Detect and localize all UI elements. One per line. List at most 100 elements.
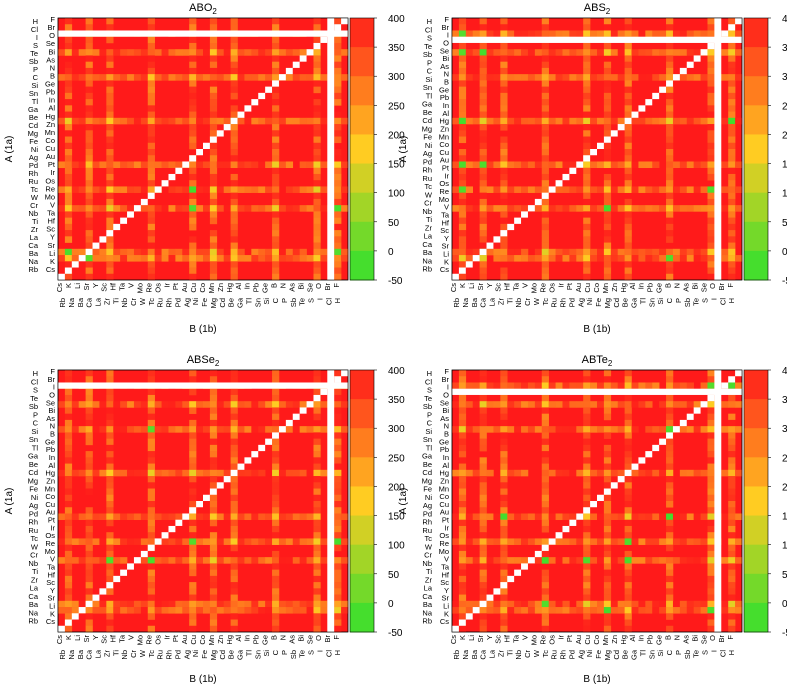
heatmap-cell bbox=[58, 401, 66, 408]
heatmap-cell bbox=[555, 600, 563, 608]
heatmap-cell bbox=[597, 469, 605, 477]
heatmap-cell bbox=[603, 544, 612, 552]
heatmap-cell bbox=[147, 211, 155, 218]
heatmap-cell bbox=[64, 86, 73, 94]
heatmap-cell bbox=[209, 419, 218, 427]
heatmap-cell bbox=[603, 401, 612, 408]
heatmap-cell bbox=[189, 625, 197, 633]
heatmap-cell bbox=[334, 394, 342, 402]
y-tick-label: Mo bbox=[45, 547, 55, 556]
heatmap-cell bbox=[147, 136, 155, 144]
heatmap-cell bbox=[147, 92, 155, 100]
heatmap-cell bbox=[106, 613, 114, 620]
heatmap-cell bbox=[334, 476, 342, 483]
heatmap-cell bbox=[721, 600, 729, 608]
heatmap-cell bbox=[313, 117, 321, 125]
heatmap-cell bbox=[458, 167, 467, 175]
heatmap-cell bbox=[458, 519, 467, 527]
heatmap-cell bbox=[603, 619, 612, 627]
y-tick-label: Ag bbox=[423, 149, 432, 158]
y-tick-label: Pb bbox=[46, 445, 55, 454]
heatmap-cell bbox=[624, 625, 632, 633]
y-tick-label: W bbox=[31, 193, 39, 202]
heatmap-cell bbox=[638, 557, 646, 564]
heatmap-cell bbox=[465, 117, 474, 125]
x-tick-label: S bbox=[701, 650, 710, 655]
heatmap-cell bbox=[313, 469, 321, 477]
diagonal-cell bbox=[106, 582, 114, 589]
x-tick-label: Re bbox=[538, 283, 547, 293]
x-tick-label: O bbox=[314, 635, 323, 641]
y-tick-label: Ni bbox=[31, 145, 38, 154]
heatmap-cell bbox=[548, 382, 556, 390]
heatmap-cell bbox=[64, 136, 73, 144]
heatmap-cell bbox=[521, 469, 529, 477]
heatmap-cell bbox=[728, 30, 736, 38]
heatmap-cell bbox=[583, 49, 591, 56]
diagonal-cell bbox=[534, 198, 542, 206]
heatmap-cell bbox=[230, 600, 238, 608]
heatmap-cell bbox=[672, 600, 681, 608]
heatmap-cell bbox=[189, 469, 197, 477]
x-tick-label: La bbox=[94, 649, 103, 658]
heatmap-cell bbox=[278, 607, 287, 614]
heatmap-cell bbox=[320, 186, 328, 193]
heatmap-cell bbox=[728, 401, 736, 408]
heatmap-cell bbox=[458, 74, 467, 81]
heatmap-cell bbox=[465, 557, 474, 564]
y-tick-label: Cr bbox=[30, 201, 38, 210]
heatmap-cell bbox=[334, 217, 342, 225]
heatmap-cell bbox=[527, 49, 536, 56]
heatmap-cell bbox=[686, 255, 694, 262]
heatmap-cell bbox=[99, 49, 107, 56]
heatmap-cell bbox=[610, 600, 619, 608]
heatmap-cell bbox=[272, 607, 280, 614]
heatmap-cell bbox=[624, 198, 632, 206]
colorbar-tick-label: 50 bbox=[782, 570, 787, 581]
heatmap-cell bbox=[196, 469, 204, 477]
heatmap-cell bbox=[313, 261, 321, 268]
heatmap-cell bbox=[278, 117, 287, 125]
x-tick-label: Li bbox=[73, 635, 82, 641]
diagonal-cell bbox=[693, 55, 701, 62]
heatmap-cell bbox=[541, 401, 549, 408]
heatmap-cell bbox=[583, 569, 591, 577]
heatmap-cell bbox=[603, 476, 612, 483]
heatmap-cell bbox=[583, 582, 591, 589]
heatmap-cell bbox=[583, 117, 591, 125]
y-tick-label: Mg bbox=[28, 129, 38, 138]
heatmap-cell bbox=[479, 370, 487, 377]
heatmap-cell bbox=[583, 544, 591, 552]
heatmap-cell bbox=[334, 49, 342, 56]
y-tick-label: Os bbox=[439, 179, 449, 188]
x-tick-label: Pd bbox=[173, 298, 182, 307]
heatmap-cell bbox=[721, 186, 729, 193]
heatmap-cell bbox=[652, 117, 660, 125]
heatmap-cell bbox=[258, 607, 266, 614]
y-tick-label: Sb bbox=[423, 50, 432, 59]
heatmap-cell bbox=[106, 167, 114, 175]
heatmap-cell bbox=[313, 519, 321, 527]
heatmap-cell bbox=[583, 625, 591, 633]
heatmap-cell bbox=[610, 557, 619, 564]
y-tick-label: As bbox=[46, 55, 55, 64]
heatmap-cell bbox=[292, 186, 300, 193]
x-tick-label: Mo bbox=[135, 635, 144, 645]
heatmap-cell bbox=[334, 451, 342, 458]
heatmap-cell bbox=[507, 186, 515, 193]
heatmap-cell bbox=[106, 18, 114, 25]
heatmap-cell bbox=[465, 600, 474, 608]
y-tick-label: Te bbox=[30, 394, 38, 403]
heatmap-cell bbox=[209, 273, 218, 281]
x-tick-label: Nb bbox=[120, 298, 129, 308]
heatmap-cell bbox=[735, 255, 743, 262]
diagonal-cell bbox=[534, 550, 542, 558]
heatmap-cell bbox=[479, 173, 487, 181]
heatmap-cell bbox=[541, 117, 549, 125]
heatmap-cell bbox=[140, 557, 149, 564]
heatmap-cell bbox=[113, 607, 121, 614]
y-tick-label: Ni bbox=[425, 141, 432, 150]
heatmap-cell bbox=[603, 507, 612, 514]
heatmap-cell bbox=[514, 469, 522, 477]
heatmap-cell bbox=[133, 513, 142, 521]
